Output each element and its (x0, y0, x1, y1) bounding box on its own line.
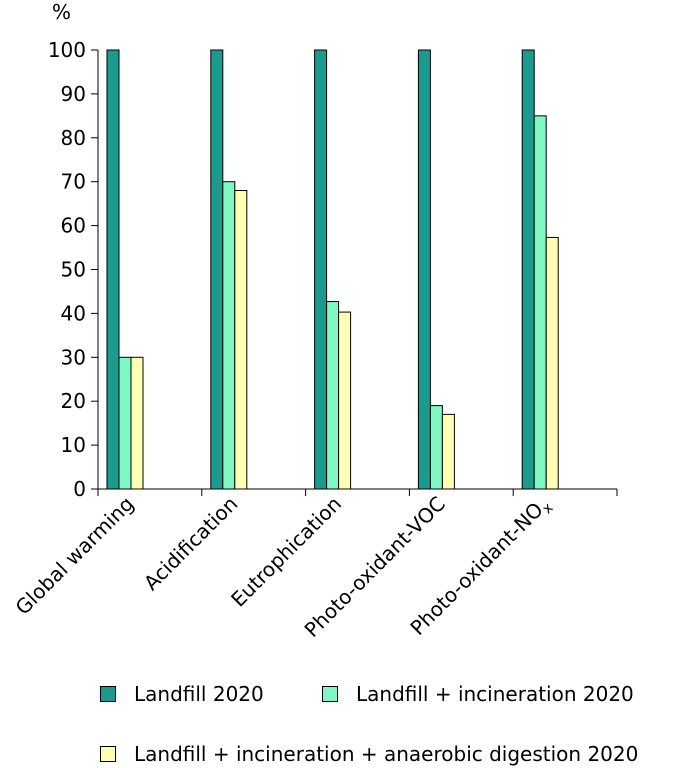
bar (326, 301, 340, 490)
category-labels: Global warming AcidificationEutrophicatio… (11, 492, 557, 643)
bar (118, 356, 132, 490)
legend-label-landfill-incineration: Landfill + incineration 2020 (356, 682, 634, 706)
legend-label-landfill-incineration-ad: Landfill + incineration + anaerobic dige… (134, 742, 639, 766)
y-tick-label: 10 (61, 433, 86, 457)
y-tick-label: 50 (61, 258, 86, 282)
legend-swatch-landfill-incineration-ad (100, 746, 116, 762)
legend-item-landfill-incineration: Landfill + incineration 2020 (322, 682, 634, 706)
legend-item-landfill-incineration-ad: Landfill + incineration + anaerobic dige… (100, 742, 638, 766)
bar (106, 49, 120, 490)
legend-label-landfill: Landfill 2020 (134, 682, 264, 706)
bar (441, 413, 455, 490)
legend-item-landfill: Landfill 2020 (100, 682, 264, 706)
y-tick-label: 40 (61, 301, 86, 325)
bar (338, 311, 352, 490)
bars (106, 49, 559, 490)
legend-swatch-landfill-incineration (322, 686, 338, 702)
y-tick-label: 100 (48, 38, 86, 62)
x-axis (97, 488, 618, 496)
y-tick-label: 80 (61, 126, 86, 150)
bar (417, 49, 431, 490)
y-tick-label: 0 (73, 477, 86, 501)
category-label: Acidification (139, 492, 242, 595)
legend-swatch-landfill (100, 686, 116, 702)
bar (210, 49, 224, 490)
y-tick-label: 60 (61, 214, 86, 238)
category-label-subscript: x (539, 500, 556, 517)
bar (545, 236, 559, 490)
bar (222, 181, 236, 490)
bar (533, 115, 547, 490)
y-axis: 0 10 20 30 40 50 60 70 80 90 100 (48, 38, 99, 501)
category-label: Eutrophication (226, 492, 346, 612)
category-label: Global warming (11, 492, 139, 620)
y-tick-label: 90 (61, 82, 86, 106)
bar (234, 189, 248, 490)
bar (429, 405, 443, 490)
bar (521, 49, 535, 490)
bar (314, 49, 328, 490)
y-unit-label: % (52, 0, 71, 24)
y-tick-label: 70 (61, 170, 86, 194)
y-tick-label: 20 (61, 389, 86, 413)
y-tick-label: 30 (61, 345, 86, 369)
bar (130, 356, 144, 490)
